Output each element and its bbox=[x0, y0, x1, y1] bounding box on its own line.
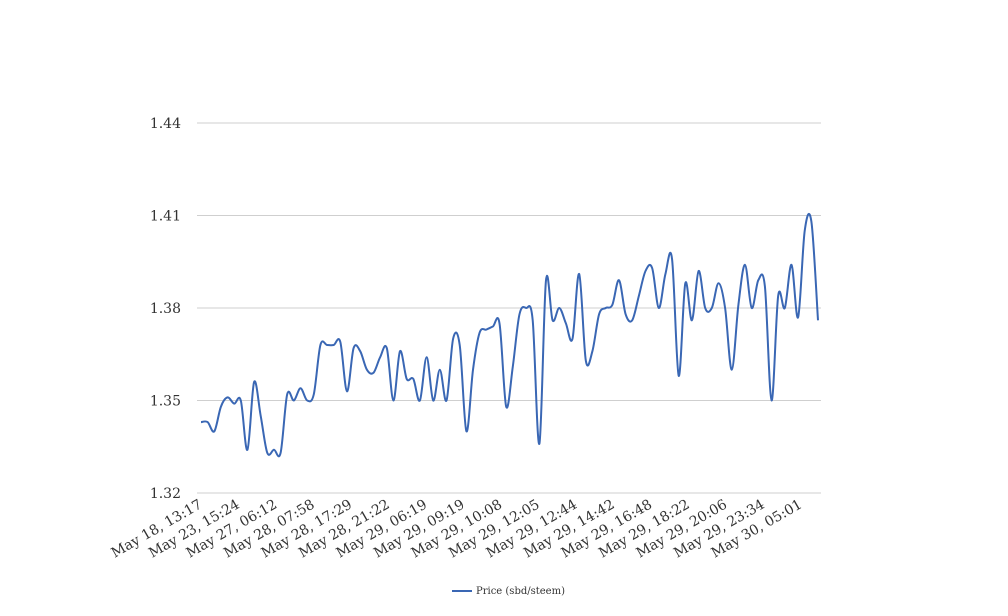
legend: Price (sbd/steem) bbox=[452, 586, 565, 597]
y-tick-label: 1.35 bbox=[150, 394, 181, 410]
y-tick-label: 1.38 bbox=[150, 301, 181, 317]
y-axis-ticks: 1.32 1.35 1.38 1.41 1.44 bbox=[150, 116, 181, 502]
y-tick-label: 1.44 bbox=[150, 116, 181, 132]
series-line bbox=[200, 212, 819, 458]
series-layer bbox=[200, 212, 819, 458]
legend-label: Price (sbd/steem) bbox=[476, 586, 565, 597]
gridlines bbox=[197, 122, 821, 494]
y-tick-label: 1.41 bbox=[150, 209, 181, 225]
y-tick-label: 1.32 bbox=[150, 486, 181, 502]
